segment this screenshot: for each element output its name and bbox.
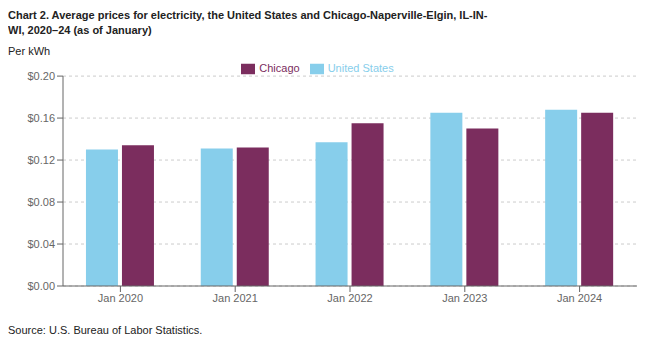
svg-text:$0.08: $0.08 — [27, 196, 55, 208]
html-text:United States: United States — [327, 62, 394, 74]
svg-text:$0.12: $0.12 — [27, 154, 55, 166]
svg-text:$0.16: $0.16 — [27, 112, 55, 124]
svg-text:Jan 2024: Jan 2024 — [557, 292, 602, 304]
svg-text:Jan 2023: Jan 2023 — [442, 292, 487, 304]
html-text:Per kWh: Per kWh — [8, 45, 51, 57]
svg-text:Jan 2020: Jan 2020 — [98, 292, 143, 304]
svg-text:$0.00: $0.00 — [27, 280, 55, 292]
html-text:Chart 2. Average prices for el: Chart 2. Average prices for electricity,… — [8, 9, 488, 21]
html-text:Source: U.S. Bureau of Labor S: Source: U.S. Bureau of Labor Statistics. — [8, 324, 203, 336]
html-text:Chicago: Chicago — [259, 62, 300, 74]
svg-text:$0.20: $0.20 — [27, 70, 55, 82]
svg-text:Jan 2021: Jan 2021 — [213, 292, 258, 304]
html-text:WI, 2020–24 (as of January): WI, 2020–24 (as of January) — [8, 24, 152, 36]
svg-text:$0.04: $0.04 — [27, 238, 55, 250]
svg-text:Jan 2022: Jan 2022 — [327, 292, 372, 304]
